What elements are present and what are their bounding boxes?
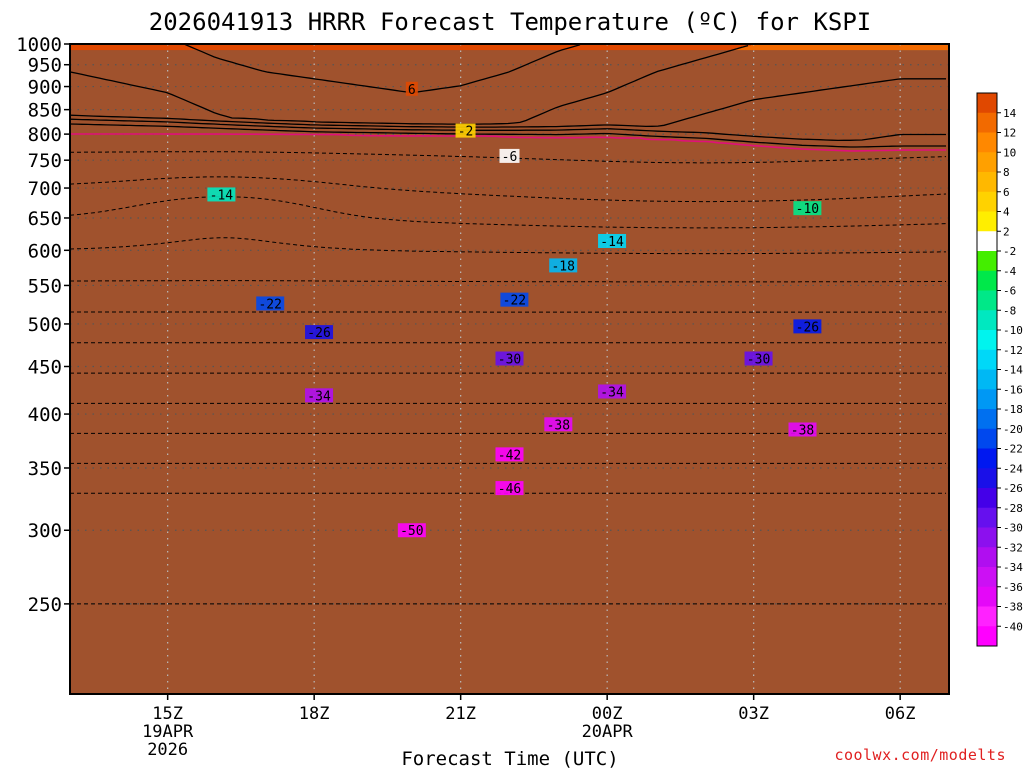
- temperature-bands: [70, 44, 949, 694]
- chart-title: 2026041913 HRRR Forecast Temperature (ºC…: [149, 8, 871, 36]
